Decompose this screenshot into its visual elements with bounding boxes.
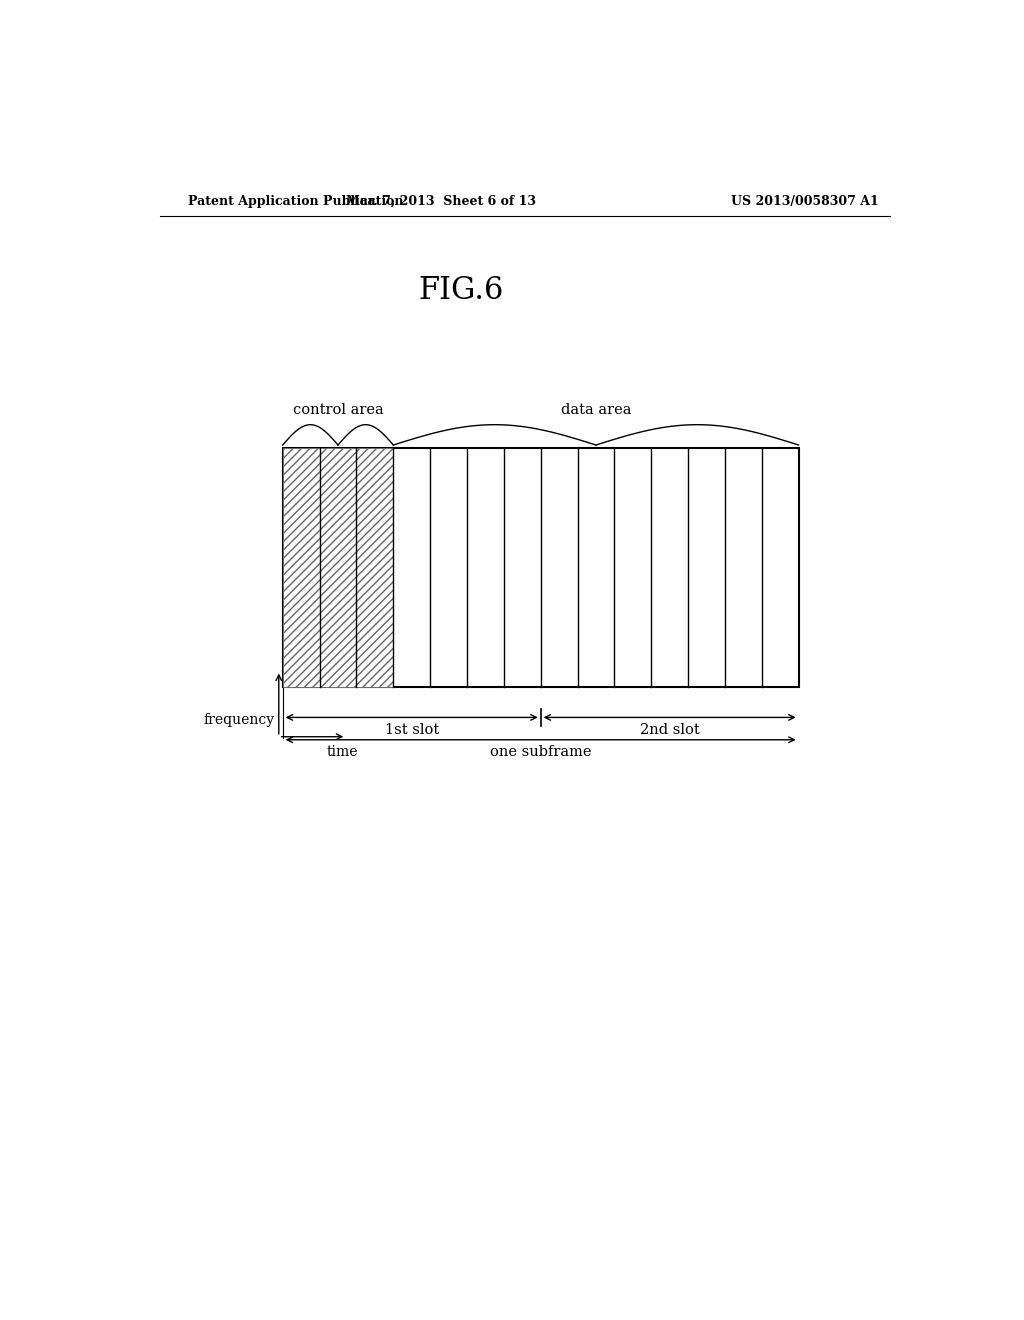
Text: US 2013/0058307 A1: US 2013/0058307 A1 <box>731 194 879 207</box>
Bar <box>283 447 799 686</box>
Text: 1st slot: 1st slot <box>385 722 439 737</box>
Text: Patent Application Publication: Patent Application Publication <box>187 194 403 207</box>
Bar <box>319 447 356 686</box>
Text: Mar. 7, 2013  Sheet 6 of 13: Mar. 7, 2013 Sheet 6 of 13 <box>346 194 537 207</box>
Text: time: time <box>327 744 358 759</box>
Text: data area: data area <box>561 403 631 417</box>
Text: control area: control area <box>293 403 383 417</box>
Bar <box>283 447 319 686</box>
Text: frequency: frequency <box>204 713 274 726</box>
Bar <box>356 447 393 686</box>
Text: one subframe: one subframe <box>489 744 592 759</box>
Text: 2nd slot: 2nd slot <box>640 722 699 737</box>
Text: FIG.6: FIG.6 <box>419 275 504 306</box>
